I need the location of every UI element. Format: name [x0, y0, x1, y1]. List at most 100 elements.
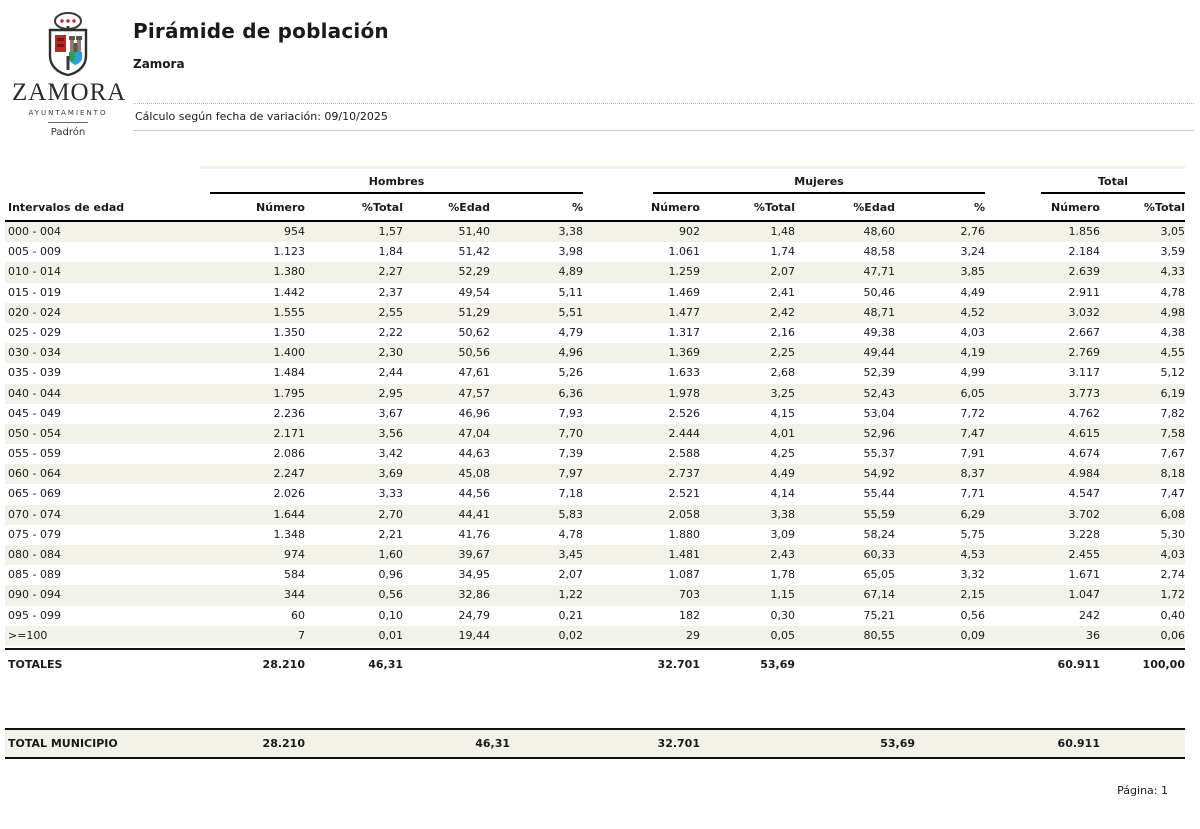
total-numero-cell: 4.984: [1068, 467, 1101, 481]
mujeres-pct-total-cell: 4,14: [770, 487, 796, 501]
hombres-pct-edad-cell: 52,29: [458, 265, 491, 279]
hombres-numero-cell: 7: [298, 628, 305, 642]
hombres-pct-cell: 4,78: [558, 527, 584, 541]
hombres-pct-total-cell: 0,10: [378, 608, 404, 622]
total-pct-total-cell: 6,08: [1160, 507, 1186, 521]
hombres-pct-edad-cell: 46,96: [458, 406, 491, 420]
logo-name: ZAMORA: [12, 79, 127, 106]
table-row: 015 - 019 1.442 2,37 49,54 5,11 1.469 2,…: [5, 283, 1185, 303]
total-numero-cell: 4.674: [1068, 447, 1101, 461]
total-numero-cell: 4.762: [1068, 406, 1101, 420]
mujeres-pct-total-cell: 2,16: [770, 325, 796, 339]
mujeres-pct-edad-cell: 80,55: [863, 628, 896, 642]
hombres-numero-cell: 584: [284, 568, 305, 582]
totales-mujeres-pct-total: 53,69: [760, 657, 795, 671]
mujeres-pct-edad-cell: 50,46: [863, 285, 896, 299]
table-row: 065 - 069 2.026 3,33 44,56 7,18 2.521 4,…: [5, 484, 1185, 504]
mujeres-pct-cell: 7,72: [960, 406, 986, 420]
hombres-pct-total-cell: 3,67: [378, 406, 404, 420]
logo-divider: [48, 122, 88, 123]
hombres-pct-edad-cell: 45,08: [458, 467, 491, 481]
total-numero-cell: 3.702: [1068, 507, 1101, 521]
column-header: %Total: [753, 201, 795, 214]
total-numero-cell: 4.547: [1068, 487, 1101, 501]
hombres-numero-cell: 60: [291, 608, 305, 622]
hombres-pct-total-cell: 0,01: [378, 628, 404, 642]
column-header-intervalos: Intervalos de edad: [8, 201, 125, 214]
column-header: Número: [651, 201, 700, 214]
mujeres-numero-cell: 1.061: [668, 245, 701, 259]
mujeres-pct-edad-cell: 48,71: [863, 305, 896, 319]
hombres-numero-cell: 2.236: [273, 406, 306, 420]
hombres-numero-cell: 2.086: [273, 447, 306, 461]
hombres-pct-edad-cell: 24,79: [458, 608, 491, 622]
table-row: 005 - 009 1.123 1,84 51,42 3,98 1.061 1,…: [5, 242, 1185, 262]
total-numero-cell: 1.047: [1068, 588, 1101, 602]
mujeres-pct-edad-cell: 47,71: [863, 265, 896, 279]
age-interval-cell: 005 - 009: [8, 245, 61, 259]
mujeres-numero-cell: 2.588: [668, 447, 701, 461]
age-interval-cell: 070 - 074: [8, 507, 61, 521]
mujeres-pct-cell: 4,03: [960, 325, 986, 339]
mujeres-pct-edad-cell: 55,59: [863, 507, 896, 521]
age-interval-cell: 030 - 034: [8, 346, 61, 360]
hombres-pct-cell: 6,36: [558, 386, 584, 400]
total-pct-total-cell: 4,98: [1160, 305, 1186, 319]
zamora-logo: ZAMORA AYUNTAMIENTO Padrón: [12, 12, 127, 138]
mujeres-pct-total-cell: 2,41: [770, 285, 796, 299]
hombres-numero-cell: 954: [284, 225, 305, 238]
mujeres-pct-total-cell: 1,74: [770, 245, 796, 259]
hombres-pct-cell: 0,02: [558, 628, 584, 642]
totales-hombres-numero: 28.210: [262, 657, 305, 671]
mujeres-pct-edad-cell: 52,39: [863, 366, 896, 380]
hombres-pct-total-cell: 1,57: [378, 225, 404, 238]
hombres-pct-cell: 3,38: [558, 225, 584, 238]
table-row: 035 - 039 1.484 2,44 47,61 5,26 1.633 2,…: [5, 363, 1185, 383]
hombres-pct-total-cell: 0,96: [378, 568, 404, 582]
mujeres-pct-cell: 5,75: [960, 527, 986, 541]
hombres-pct-edad-cell: 51,29: [458, 305, 491, 319]
mujeres-pct-total-cell: 3,25: [770, 386, 796, 400]
age-interval-cell: 020 - 024: [8, 305, 61, 319]
hombres-pct-edad-cell: 34,95: [458, 568, 491, 582]
column-header: %Total: [1143, 201, 1185, 214]
hombres-numero-cell: 1.380: [273, 265, 306, 279]
table-row: 055 - 059 2.086 3,42 44,63 7,39 2.588 4,…: [5, 444, 1185, 464]
totals-divider: [5, 647, 1185, 650]
hombres-numero-cell: 1.350: [273, 325, 306, 339]
hombres-pct-total-cell: 3,69: [378, 467, 404, 481]
mujeres-numero-cell: 1.477: [668, 305, 701, 319]
total-municipio-mujeres-pct: 53,69: [880, 736, 915, 750]
totales-total-pct-total: 100,00: [1142, 657, 1185, 671]
mujeres-numero-cell: 703: [679, 588, 700, 602]
totales-row: TOTALES 28.210 46,31 32.701 53,69 60.911…: [5, 650, 1185, 682]
mujeres-pct-total-cell: 0,30: [770, 608, 796, 622]
hombres-pct-cell: 7,18: [558, 487, 584, 501]
hombres-pct-cell: 5,26: [558, 366, 584, 380]
hombres-pct-cell: 3,45: [558, 548, 584, 561]
mujeres-pct-cell: 7,47: [960, 426, 986, 440]
mujeres-pct-cell: 6,05: [960, 386, 986, 400]
hombres-pct-cell: 7,97: [558, 467, 584, 481]
total-municipio-row: TOTAL MUNICIPIO 28.210 46,31 32.701 53,6…: [5, 727, 1185, 759]
hombres-pct-cell: 7,93: [558, 406, 584, 420]
hombres-numero-cell: 1.795: [273, 386, 306, 400]
mujeres-numero-cell: 1.481: [668, 548, 701, 561]
hombres-pct-edad-cell: 39,67: [458, 548, 491, 561]
age-interval-cell: 050 - 054: [8, 426, 61, 440]
table-row: 010 - 014 1.380 2,27 52,29 4,89 1.259 2,…: [5, 262, 1185, 283]
hombres-pct-edad-cell: 47,04: [458, 426, 491, 440]
mujeres-pct-cell: 4,19: [960, 346, 986, 360]
hombres-pct-total-cell: 2,22: [378, 325, 404, 339]
calculation-date-bar: Cálculo según fecha de variación: 09/10/…: [133, 103, 1194, 131]
table-body: 000 - 004 954 1,57 51,40 3,38 902 1,48 4…: [5, 222, 1185, 646]
hombres-numero-cell: 344: [284, 588, 305, 602]
hombres-numero-cell: 1.484: [273, 366, 306, 380]
total-pct-total-cell: 2,74: [1160, 568, 1186, 582]
total-municipio-hombres-pct: 46,31: [475, 736, 510, 750]
mujeres-pct-total-cell: 4,25: [770, 447, 796, 461]
mujeres-numero-cell: 1.880: [668, 527, 701, 541]
age-interval-cell: 000 - 004: [8, 225, 61, 238]
mujeres-pct-edad-cell: 53,04: [863, 406, 896, 420]
table-row: 070 - 074 1.644 2,70 44,41 5,83 2.058 3,…: [5, 504, 1186, 525]
